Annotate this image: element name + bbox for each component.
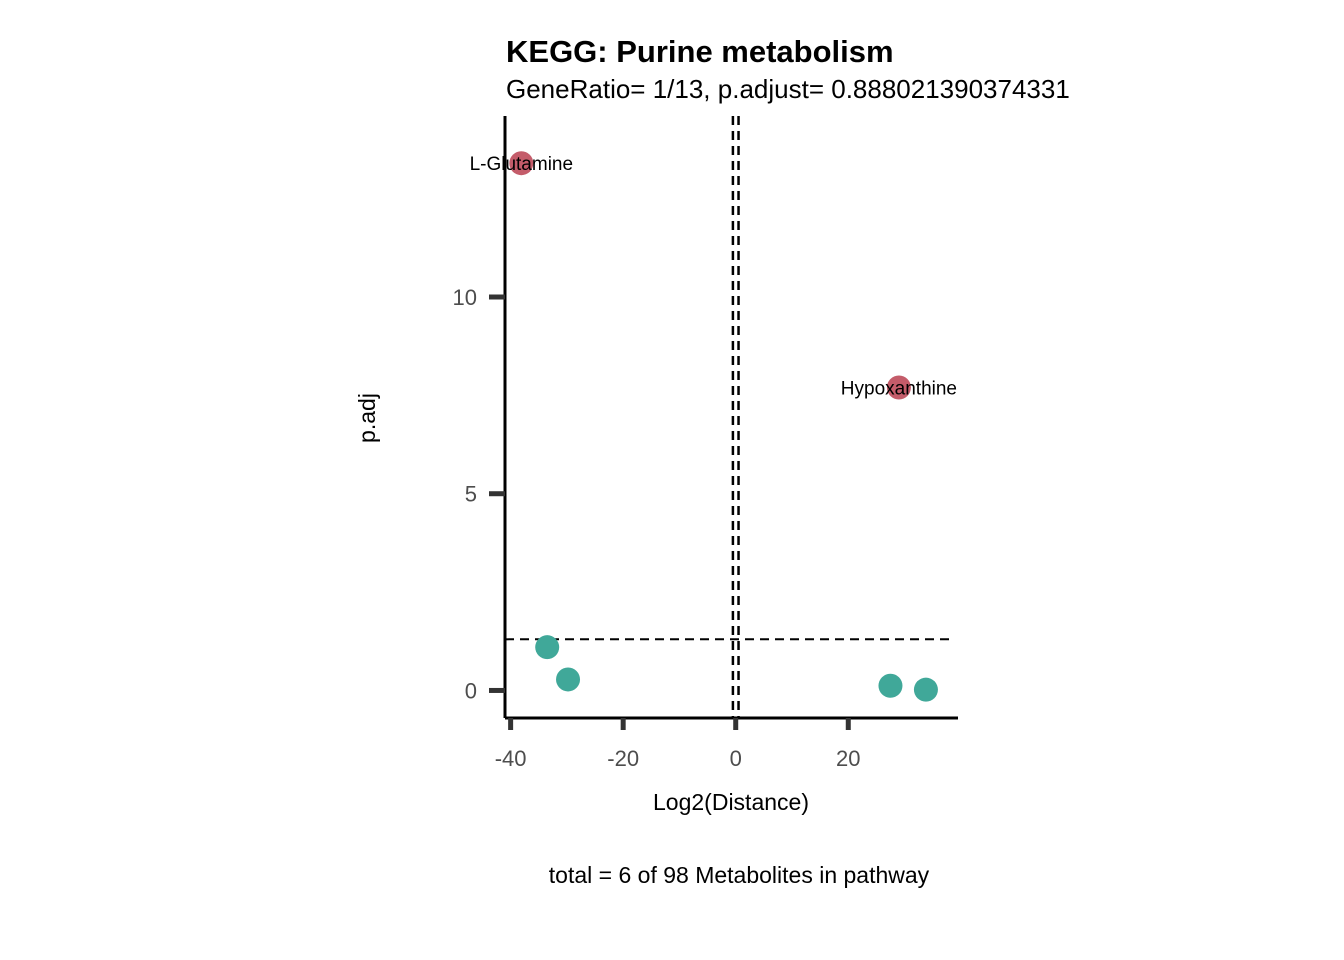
reference-lines: [505, 116, 950, 718]
point-label: Hypoxanthine: [841, 378, 957, 399]
y-tick-label: 0: [465, 678, 477, 703]
y-tick-label: 10: [453, 285, 477, 310]
chart-title: KEGG: Purine metabolism: [506, 34, 894, 69]
y-axis-label: p.adj: [354, 393, 380, 443]
x-tick-label: 0: [730, 746, 742, 771]
x-tick-label: -20: [607, 746, 639, 771]
significant-point: [886, 375, 911, 400]
x-tick-label: -40: [495, 746, 527, 771]
point-labels: L-Glutamine Hypoxanthine: [470, 154, 957, 399]
x-tick-label: 20: [836, 746, 860, 771]
y-tick-label: 5: [465, 482, 477, 507]
point-label: L-Glutamine: [470, 154, 574, 175]
data-points: [509, 151, 938, 702]
non-significant-point: [556, 667, 581, 692]
non-significant-point: [913, 677, 938, 702]
x-axis-label: Log2(Distance): [653, 789, 809, 815]
axis-ticks: -40 -20 0 20 0 5 10: [453, 285, 861, 771]
chart-caption: total = 6 of 98 Metabolites in pathway: [549, 862, 930, 888]
chart-subtitle: GeneRatio= 1/13, p.adjust= 0.88802139037…: [506, 74, 1070, 104]
non-significant-point: [535, 635, 560, 660]
non-significant-point: [878, 673, 903, 698]
axes: [503, 116, 958, 720]
significant-point: [509, 151, 534, 176]
